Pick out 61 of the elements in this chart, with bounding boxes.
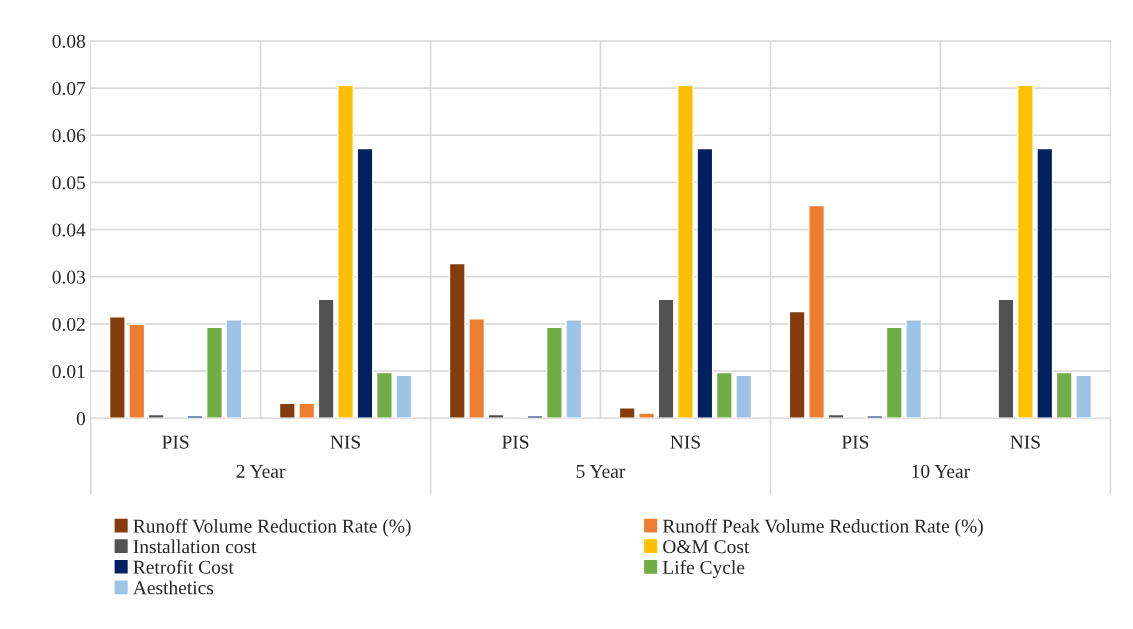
bar (337, 84, 355, 419)
y-tick-label: 0.03 (52, 270, 86, 284)
legend-label: Runoff Volume Reduction Rate (%) (133, 518, 411, 537)
bar (487, 413, 505, 419)
bar (1036, 147, 1054, 419)
bar (147, 413, 165, 419)
bar (657, 298, 675, 419)
bar (1075, 374, 1093, 419)
bar (448, 262, 466, 419)
bar (565, 318, 583, 419)
bar (715, 371, 733, 419)
bar (1016, 84, 1034, 419)
x-tick-label: NIS (670, 435, 700, 449)
text: 10 Year (912, 464, 970, 478)
bar (526, 415, 544, 419)
text: 5 Year (576, 464, 626, 478)
bar (735, 374, 753, 419)
legend-label: Retrofit Cost (133, 559, 234, 574)
bar (225, 318, 243, 419)
bar (545, 326, 563, 419)
y-tick-label: 0 (76, 412, 86, 426)
y-tick-label: 0.05 (52, 176, 86, 190)
bar (866, 415, 884, 419)
bar (905, 318, 923, 419)
x-tick-label: NIS (1010, 435, 1040, 449)
legend-label: Life Cycle (662, 560, 745, 578)
y-tick-label: 0.01 (52, 364, 85, 379)
bar (186, 415, 204, 419)
legend-label: Aesthetics (133, 580, 214, 595)
x-tick-label: NIS (330, 435, 361, 449)
bar (808, 204, 826, 419)
bar (128, 323, 146, 419)
y-tick-label: 0.04 (52, 223, 86, 237)
legend-label: Runoff Peak Volume Reduction Rate (%) (662, 518, 983, 537)
x-tick-label: PIS (162, 435, 189, 449)
x-tick-label: PIS (841, 435, 869, 449)
bar (677, 84, 694, 419)
bar (638, 412, 656, 419)
bar (788, 310, 806, 419)
y-tick-label: 0.02 (52, 317, 85, 331)
bar (108, 316, 126, 419)
legend-label: O&M Cost (663, 540, 750, 554)
bar (375, 371, 393, 419)
legend-label: Installation cost (133, 539, 257, 554)
x-tick-label: PIS (502, 435, 529, 449)
bar (278, 402, 296, 419)
bar (885, 326, 903, 419)
bar (356, 147, 374, 419)
bar (997, 298, 1015, 419)
y-tick-label: 0.06 (52, 129, 86, 143)
bar (317, 298, 335, 419)
bar (205, 326, 223, 419)
bar (696, 147, 714, 419)
y-tick-label: 0.07 (52, 81, 86, 96)
text: 2 Year (236, 464, 286, 478)
bar (298, 402, 316, 419)
bar (1055, 371, 1073, 419)
bar (395, 374, 413, 419)
bar (618, 407, 636, 419)
bar (468, 318, 486, 419)
y-tick-label: 0.08 (52, 34, 86, 48)
